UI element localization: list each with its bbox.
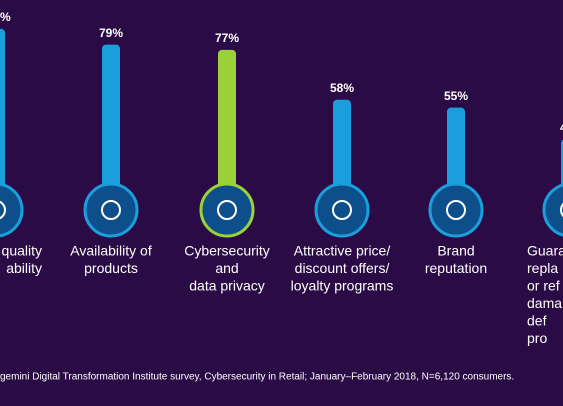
icon-glyph [446, 200, 466, 220]
icon-circle [314, 182, 370, 238]
value-label: 4 [560, 120, 563, 134]
category-label: def [527, 313, 547, 329]
category-label: data privacy [189, 278, 264, 294]
icon-glyph [560, 202, 563, 218]
category-label: dama [527, 295, 562, 311]
value-label: 58% [330, 81, 354, 95]
category-label: ability [6, 260, 42, 276]
category-label: pro [527, 330, 547, 346]
icon-circle [199, 182, 255, 238]
category-label: loyalty programs [291, 278, 394, 294]
icon-circle [542, 183, 563, 237]
icon-circle [428, 182, 484, 238]
category-label: repla [527, 260, 558, 276]
category-label: products [84, 260, 138, 276]
category-label: or ref [527, 278, 560, 294]
value-label: % [0, 10, 11, 24]
icon-circle [0, 182, 24, 238]
category-label: Availability of [70, 243, 152, 259]
icon-glyph [101, 200, 121, 220]
bar [102, 44, 120, 200]
category-label: Cybersecurity [184, 243, 270, 259]
bar [0, 28, 5, 200]
category-label: Attractive price/ [294, 243, 391, 259]
icon-glyph [217, 200, 237, 220]
value-label: 77% [215, 31, 239, 45]
category-label: Brand [437, 243, 474, 259]
bar [447, 107, 465, 200]
bar [333, 99, 351, 200]
value-label: 55% [444, 89, 468, 103]
footnote: gemini Digital Transformation Institute … [0, 372, 514, 383]
category-label: Guara [527, 243, 563, 259]
icon-glyph [0, 200, 6, 220]
category-label: quality [2, 243, 42, 259]
bar [218, 49, 236, 200]
icon-circle [83, 182, 139, 238]
value-label: 79% [99, 26, 123, 40]
category-label: and [215, 260, 238, 276]
icon-glyph [332, 200, 352, 220]
category-label: reputation [425, 260, 487, 276]
category-label: discount offers/ [295, 260, 390, 276]
